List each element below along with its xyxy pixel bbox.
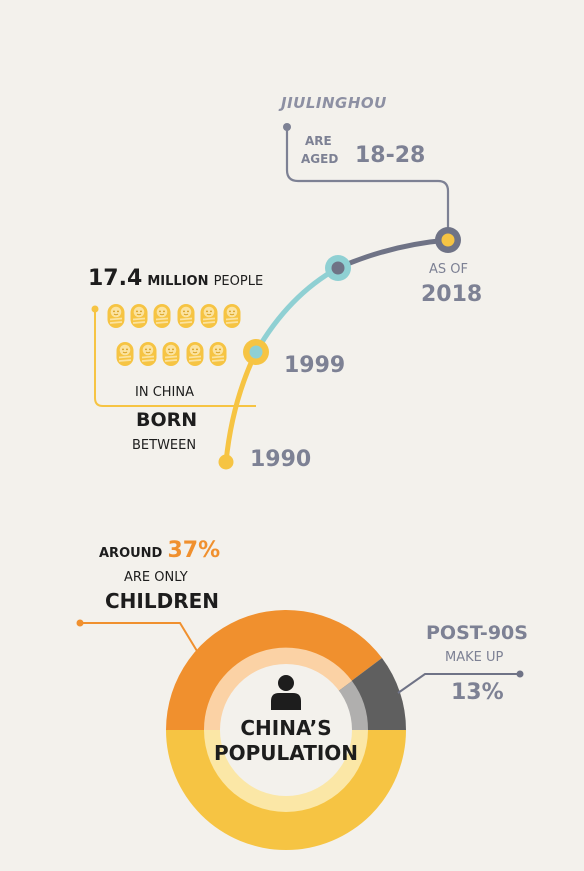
as-of-label: AS OF xyxy=(429,262,468,277)
make-up-label: MAKE UP xyxy=(445,650,504,665)
children-label: CHILDREN xyxy=(105,589,220,613)
born-label: BORN xyxy=(136,409,198,431)
baby-icon xyxy=(223,303,241,328)
node-1999-inner xyxy=(249,345,263,359)
donut-center xyxy=(220,664,352,796)
age-connector-dot xyxy=(283,123,291,131)
count-value: 17.4 xyxy=(88,266,143,291)
born-bracket-dot xyxy=(91,305,99,313)
around-label: AROUND xyxy=(99,546,163,561)
children-leader-line xyxy=(80,622,198,652)
baby-icon xyxy=(200,303,218,328)
count-unit: MILLION xyxy=(147,274,209,289)
children-leader-dot xyxy=(76,619,84,627)
baby-icon xyxy=(139,341,157,366)
born-bracket-line xyxy=(94,309,256,407)
between-label: BETWEEN xyxy=(132,438,197,453)
baby-icon xyxy=(116,341,134,366)
count-line: 17.4 MILLION PEOPLE xyxy=(88,266,263,291)
age-range: 18-28 xyxy=(355,143,426,168)
as-of-year: 2018 xyxy=(421,282,483,307)
center-line-1: CHINA’S xyxy=(240,716,332,740)
year-1990: 1990 xyxy=(250,447,312,472)
node-2018-inner xyxy=(441,233,455,247)
baby-icon xyxy=(130,303,148,328)
are-only-label: ARE ONLY xyxy=(124,570,188,585)
baby-icon xyxy=(153,303,171,328)
timeline-arc-teal xyxy=(253,265,340,354)
population-donut xyxy=(166,610,406,850)
percent-post90s: 13% xyxy=(451,680,504,705)
node-mid-inner xyxy=(331,261,345,275)
baby-icon xyxy=(107,303,125,328)
baby-icon xyxy=(177,303,195,328)
jiulinghou-label: JIULINGHOU xyxy=(281,94,387,112)
center-line-2: POPULATION xyxy=(213,741,359,765)
baby-icon xyxy=(162,341,180,366)
post90s-label: POST-90S xyxy=(426,622,528,644)
baby-icon xyxy=(209,341,227,366)
post90s-leader-line xyxy=(397,673,520,694)
post90s-leader-dot xyxy=(516,670,524,678)
in-china-label: IN CHINA xyxy=(135,385,194,400)
count-suffix: PEOPLE xyxy=(213,274,264,289)
node-1990 xyxy=(218,454,234,470)
age-connector-line xyxy=(285,127,450,240)
aged-label: AGED xyxy=(301,152,339,166)
person-icon xyxy=(271,675,301,710)
around-line: AROUND 37% xyxy=(99,538,220,563)
are-label: ARE xyxy=(305,134,332,148)
year-1999: 1999 xyxy=(284,353,346,378)
percent-only-children: 37% xyxy=(167,538,221,563)
baby-icon xyxy=(186,341,204,366)
